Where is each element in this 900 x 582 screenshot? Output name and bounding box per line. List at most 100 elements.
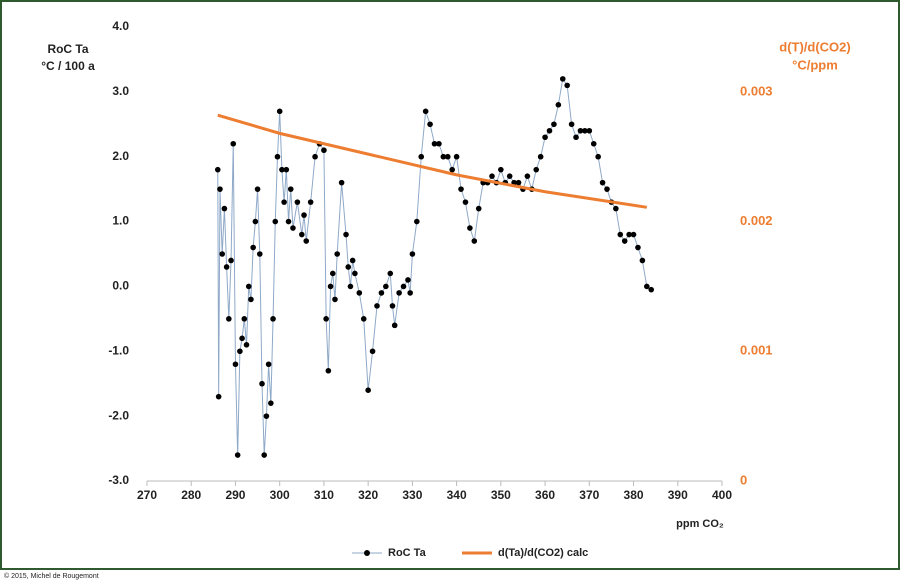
data-point bbox=[405, 277, 411, 283]
data-point bbox=[215, 393, 222, 400]
x-tick-label: 340 bbox=[447, 488, 467, 502]
data-point bbox=[327, 283, 334, 290]
data-point bbox=[617, 231, 624, 238]
data-point bbox=[268, 400, 274, 406]
data-point bbox=[498, 166, 504, 173]
x-tick-label: 350 bbox=[491, 488, 511, 502]
data-point bbox=[533, 166, 540, 173]
data-point bbox=[407, 290, 413, 296]
data-point bbox=[374, 303, 380, 309]
series-line bbox=[217, 113, 648, 209]
x-tick-label: 320 bbox=[358, 488, 378, 502]
data-point bbox=[573, 134, 579, 141]
data-point bbox=[228, 257, 234, 264]
y-tick-label: -1.0 bbox=[108, 343, 129, 357]
data-point bbox=[252, 218, 259, 225]
data-point bbox=[263, 413, 270, 419]
data-point bbox=[334, 251, 340, 257]
data-point bbox=[515, 179, 522, 186]
y2-axis-label: °C/ppm bbox=[792, 57, 838, 72]
data-point bbox=[524, 173, 531, 179]
data-point bbox=[301, 212, 307, 218]
y-tick-label: 3.0 bbox=[112, 84, 129, 98]
data-point bbox=[223, 264, 230, 270]
x-tick-label: 330 bbox=[402, 488, 422, 502]
data-point bbox=[467, 225, 473, 231]
y-tick-label: 0.0 bbox=[112, 279, 129, 293]
data-point bbox=[387, 270, 394, 277]
data-point bbox=[471, 238, 478, 244]
data-point bbox=[230, 140, 237, 147]
data-point bbox=[369, 348, 376, 355]
data-point bbox=[475, 205, 482, 212]
data-point bbox=[389, 303, 396, 309]
data-point bbox=[621, 238, 628, 244]
data-point bbox=[245, 283, 252, 290]
x-axis-label: ppm CO₂ bbox=[676, 518, 724, 530]
x-tick-label: 380 bbox=[624, 488, 644, 502]
legend-label: RoC Ta bbox=[388, 547, 427, 559]
data-point bbox=[440, 153, 447, 160]
data-point bbox=[307, 199, 314, 205]
y-tick-label: -3.0 bbox=[108, 473, 129, 487]
data-point bbox=[265, 361, 272, 368]
data-point bbox=[582, 127, 588, 134]
data-point bbox=[462, 199, 469, 205]
x-tick-label: 310 bbox=[314, 488, 334, 502]
data-point bbox=[604, 186, 610, 192]
x-tick-label: 280 bbox=[181, 488, 201, 502]
data-point bbox=[599, 179, 606, 186]
data-point bbox=[391, 322, 398, 329]
data-point bbox=[427, 121, 433, 128]
data-point bbox=[489, 173, 495, 179]
data-point bbox=[345, 264, 352, 270]
data-point bbox=[449, 166, 455, 173]
data-point bbox=[551, 121, 557, 128]
data-point bbox=[422, 108, 429, 115]
data-point bbox=[453, 153, 460, 160]
data-point bbox=[214, 166, 221, 173]
y2-tick-label: 0.001 bbox=[740, 343, 773, 358]
data-point bbox=[418, 153, 425, 160]
data-point bbox=[546, 127, 553, 134]
data-point bbox=[323, 316, 329, 322]
x-tick-label: 300 bbox=[270, 488, 290, 502]
data-point bbox=[648, 286, 655, 293]
chart-frame bbox=[0, 0, 900, 570]
data-point bbox=[232, 361, 239, 368]
y2-tick-label: 0.002 bbox=[740, 213, 773, 228]
data-point bbox=[332, 296, 338, 303]
data-point bbox=[356, 290, 363, 296]
data-point bbox=[409, 251, 416, 257]
data-point bbox=[400, 283, 407, 290]
y2-tick-label: 0 bbox=[740, 472, 747, 487]
data-point bbox=[294, 199, 301, 205]
data-point bbox=[237, 348, 243, 355]
data-point bbox=[283, 166, 290, 173]
data-point bbox=[383, 283, 389, 290]
data-point bbox=[281, 199, 287, 205]
data-point bbox=[559, 76, 566, 82]
data-point bbox=[261, 452, 268, 458]
data-point bbox=[321, 147, 327, 154]
x-tick-label: 270 bbox=[137, 488, 157, 502]
data-point bbox=[506, 173, 513, 179]
data-point bbox=[241, 316, 248, 322]
data-point bbox=[290, 225, 296, 231]
data-point bbox=[555, 102, 562, 108]
data-point bbox=[272, 218, 279, 225]
data-point bbox=[639, 257, 646, 264]
data-point bbox=[542, 134, 548, 141]
data-point bbox=[590, 140, 597, 147]
y-tick-label: 4.0 bbox=[112, 19, 129, 33]
data-point bbox=[243, 342, 250, 348]
data-point bbox=[595, 153, 601, 160]
y-axis-label: °C / 100 a bbox=[41, 59, 95, 73]
data-point bbox=[349, 257, 356, 264]
data-point bbox=[444, 153, 451, 160]
data-point bbox=[352, 270, 358, 277]
data-point bbox=[270, 316, 276, 322]
data-point bbox=[221, 205, 228, 212]
data-point bbox=[360, 316, 367, 322]
data-point bbox=[299, 231, 305, 238]
